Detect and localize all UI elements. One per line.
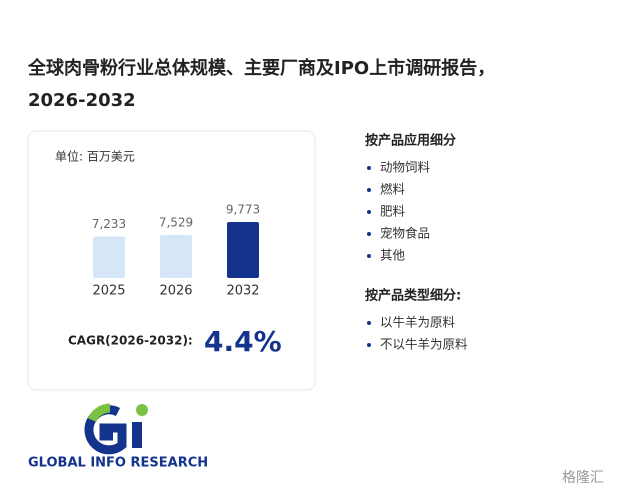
- x-tick-label: 2026: [159, 284, 192, 299]
- segment-item: 不以牛羊为原料: [380, 337, 468, 352]
- bullet: [367, 166, 371, 170]
- segment-item: 宠物食品: [380, 226, 430, 241]
- bullet: [367, 254, 371, 258]
- bullet: [367, 232, 371, 236]
- bullet: [367, 188, 371, 192]
- value-label: 7,233: [92, 217, 126, 231]
- bar: [93, 236, 125, 278]
- bullet: [367, 321, 371, 325]
- bar: [160, 234, 192, 278]
- segment-item: 燃料: [380, 182, 406, 197]
- unit-label: 单位: 百万美元: [55, 149, 135, 164]
- segment-title: 按产品应用细分: [365, 133, 456, 149]
- cagr-value: 4.4%: [204, 325, 282, 358]
- logo-text: GLOBAL INFO RESEARCH: [28, 456, 208, 471]
- logo-arc: [87, 403, 111, 423]
- logo: [84, 403, 148, 455]
- value-label: 9,773: [226, 203, 260, 217]
- title-line: 2026-2032: [28, 90, 136, 111]
- segment-item: 其他: [380, 248, 406, 263]
- bar: [227, 222, 259, 278]
- logo-dot: [136, 404, 148, 416]
- title-line: 全球肉骨粉行业总体规模、主要厂商及IPO上市调研报告，: [27, 57, 495, 79]
- watermark: 格隆汇: [562, 470, 604, 486]
- bullet: [367, 210, 371, 214]
- segment-item: 肥料: [380, 204, 406, 219]
- logo-i: [132, 422, 142, 448]
- segment-item: 以牛羊为原料: [380, 315, 456, 330]
- cagr-label: CAGR(2026-2032):: [68, 334, 193, 348]
- value-label: 7,529: [159, 215, 193, 229]
- segment-item: 动物饲料: [380, 160, 431, 175]
- x-tick-label: 2025: [92, 284, 125, 299]
- segment-title: 按产品类型细分:: [365, 288, 461, 304]
- x-tick-label: 2032: [226, 284, 259, 299]
- bullet: [367, 343, 371, 347]
